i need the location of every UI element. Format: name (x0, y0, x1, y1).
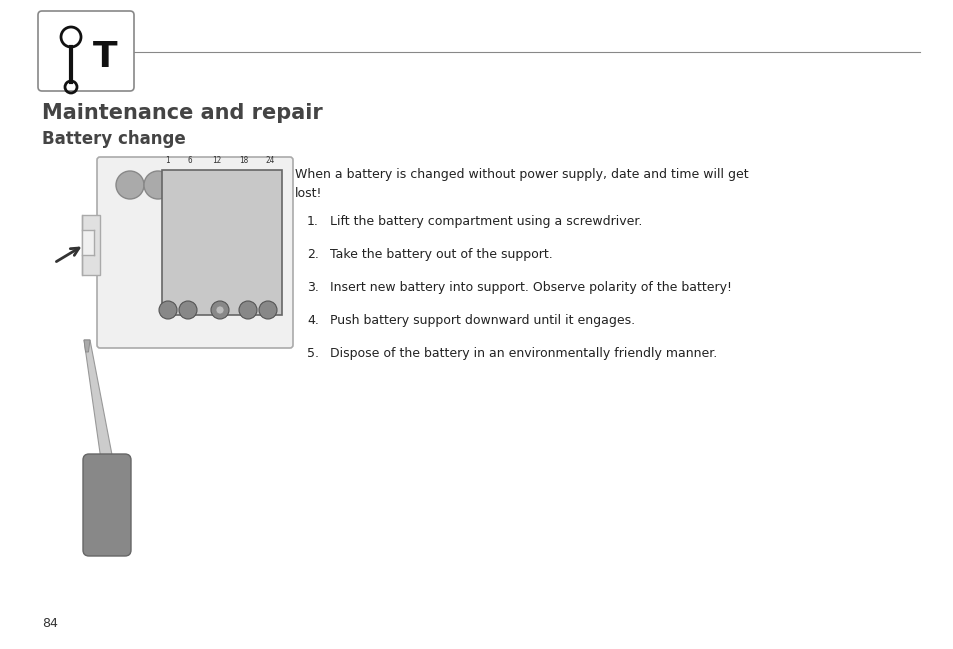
FancyBboxPatch shape (83, 454, 131, 556)
Circle shape (116, 171, 144, 199)
Text: Res.: Res. (214, 292, 230, 298)
Text: 1: 1 (167, 175, 172, 184)
Text: Push battery support downward until it engages.: Push battery support downward until it e… (330, 314, 635, 327)
Bar (162, 170, 282, 315)
Text: 1.: 1. (307, 215, 318, 228)
Text: 3.: 3. (307, 281, 318, 294)
Bar (82, 215, 100, 275)
Text: ↗.1: ↗.1 (170, 270, 188, 280)
Text: nENU: nENU (222, 285, 243, 294)
Circle shape (179, 301, 196, 319)
Circle shape (211, 301, 229, 319)
Text: 18: 18 (239, 156, 249, 165)
FancyBboxPatch shape (38, 11, 133, 91)
Text: Maintenance and repair: Maintenance and repair (42, 103, 322, 123)
Text: Battery change: Battery change (42, 130, 186, 148)
Text: 15:26:38: 15:26:38 (192, 219, 272, 237)
Polygon shape (84, 340, 112, 460)
Text: 1: 1 (165, 156, 169, 165)
Text: 5.: 5. (307, 347, 318, 360)
Text: 12: 12 (213, 156, 221, 165)
Text: ☀: ☀ (264, 175, 273, 185)
Text: 24: 24 (265, 156, 274, 165)
Text: Dispose of the battery in an environmentally friendly manner.: Dispose of the battery in an environment… (330, 347, 717, 360)
Text: Take the battery out of the support.: Take the battery out of the support. (330, 248, 552, 261)
Polygon shape (84, 340, 90, 352)
Text: T: T (92, 40, 117, 74)
Circle shape (258, 301, 276, 319)
Text: C1: C1 (167, 188, 180, 198)
Circle shape (144, 171, 172, 199)
Text: Insert new battery into support. Observe polarity of the battery!: Insert new battery into support. Observe… (330, 281, 731, 294)
Text: 2.: 2. (307, 248, 318, 261)
Text: 6: 6 (188, 156, 193, 165)
Text: Lift the battery compartment using a screwdriver.: Lift the battery compartment using a scr… (330, 215, 641, 228)
Circle shape (159, 301, 177, 319)
FancyBboxPatch shape (97, 157, 293, 348)
Text: 4.: 4. (307, 314, 318, 327)
Text: 84: 84 (42, 617, 58, 630)
Text: ↗.2: ↗.2 (224, 270, 241, 280)
Circle shape (239, 301, 256, 319)
Circle shape (215, 306, 224, 314)
Text: 1►2: 1►2 (162, 292, 176, 298)
Bar (83, 230, 95, 255)
Text: When a battery is changed without power supply, date and time will get
lost!: When a battery is changed without power … (294, 168, 748, 200)
